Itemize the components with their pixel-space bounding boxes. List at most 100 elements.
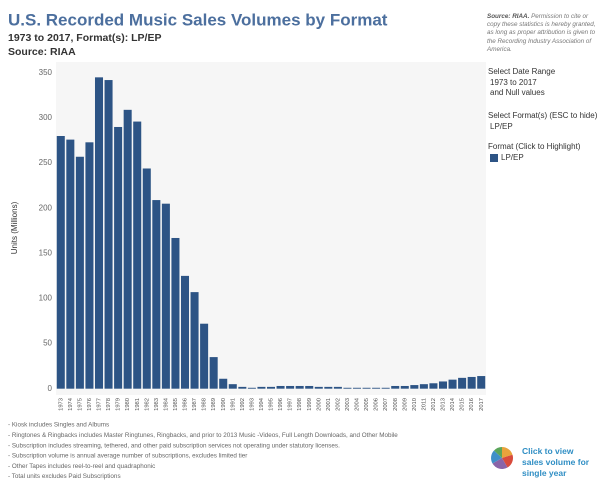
y-tick-label: 150 [39, 248, 53, 257]
x-tick-label: 1974 [68, 397, 74, 411]
x-tick-label: 2006 [374, 398, 380, 411]
single-year-link[interactable]: Click to view sales volume for single ye… [522, 446, 590, 478]
bar[interactable] [352, 387, 362, 389]
bar[interactable] [400, 385, 409, 389]
x-tick-label: 2000 [316, 398, 322, 411]
legend-title: Format (Click to Highlight) [488, 142, 581, 151]
bar[interactable] [209, 357, 218, 389]
x-tick-label: 2014 [450, 397, 456, 411]
x-tick-label: 1978 [106, 398, 112, 411]
bar[interactable] [458, 377, 467, 389]
format-filter-value[interactable]: LP/EP [490, 122, 513, 131]
x-tick-label: 2017 [479, 398, 485, 411]
bar[interactable] [362, 387, 371, 389]
bar[interactable] [171, 237, 180, 389]
x-tick-label: 1993 [249, 398, 255, 411]
bar[interactable] [438, 381, 448, 389]
x-tick-label: 1988 [202, 398, 208, 411]
x-tick-label: 1995 [269, 398, 275, 411]
legend-label[interactable]: LP/EP [501, 153, 524, 162]
bar[interactable] [477, 376, 486, 389]
bar[interactable] [228, 384, 237, 389]
bar[interactable] [467, 376, 476, 389]
bar[interactable] [333, 386, 342, 389]
x-tick-label: 2008 [393, 398, 399, 411]
x-tick-label: 1977 [97, 398, 103, 411]
y-tick-label: 250 [39, 158, 53, 167]
footnote: - Subscription volume is annual average … [8, 453, 247, 460]
bar[interactable] [152, 200, 161, 389]
bar[interactable] [324, 386, 333, 389]
bar[interactable] [180, 275, 190, 389]
bar[interactable] [305, 385, 314, 389]
bar[interactable] [410, 385, 419, 389]
x-tick-label: 1998 [297, 398, 303, 411]
bar[interactable] [200, 323, 209, 389]
bar[interactable] [372, 387, 381, 389]
bar[interactable] [286, 385, 295, 389]
bar[interactable] [142, 168, 151, 389]
bar[interactable] [343, 387, 352, 389]
bar[interactable] [123, 109, 132, 389]
bar[interactable] [266, 386, 276, 389]
x-tick-label: 1973 [58, 398, 64, 411]
bar[interactable] [276, 385, 285, 389]
footnote: - Kiosk includes Singles and Albums [8, 422, 109, 429]
x-tick-label: 1992 [240, 398, 246, 411]
bar[interactable] [238, 386, 247, 389]
y-tick-label: 50 [43, 339, 52, 348]
x-tick-label: 1976 [87, 398, 93, 411]
bar[interactable] [448, 379, 457, 389]
bar[interactable] [161, 203, 170, 389]
x-tick-label: 1980 [125, 398, 131, 411]
pie-icon[interactable] [491, 447, 513, 469]
chart-title: U.S. Recorded Music Sales Volumes by For… [8, 10, 388, 29]
y-tick-label: 300 [39, 113, 53, 122]
chart-subtitle: 1973 to 2017, Format(s): LP/EP [8, 32, 161, 44]
bar[interactable] [429, 383, 438, 389]
x-tick-label: 1999 [307, 398, 313, 411]
y-tick-label: 200 [39, 203, 53, 212]
source-note: Source: RIAA. Permission to cite or copy… [487, 13, 597, 54]
x-tick-label: 2007 [383, 398, 389, 411]
x-tick-label: 1975 [77, 398, 83, 411]
x-tick-label: 2016 [469, 398, 475, 411]
bar[interactable] [190, 292, 199, 389]
x-tick-label: 2009 [402, 398, 408, 411]
bar[interactable] [104, 80, 113, 389]
bar[interactable] [56, 136, 65, 389]
date-filter-null: and Null values [490, 88, 545, 97]
x-tick-label: 1996 [278, 398, 284, 411]
x-tick-label: 1983 [154, 398, 160, 411]
bar[interactable] [257, 386, 266, 389]
bar[interactable] [94, 77, 104, 389]
bar[interactable] [419, 384, 428, 389]
bar[interactable] [219, 378, 228, 389]
bar[interactable] [247, 387, 256, 389]
x-tick-label: 2002 [335, 398, 341, 411]
bar[interactable] [114, 126, 123, 389]
bar[interactable] [381, 387, 390, 389]
x-tick-label: 2003 [345, 398, 351, 411]
y-tick-label: 0 [48, 384, 53, 393]
bar[interactable] [66, 139, 75, 389]
x-tick-label: 2010 [412, 398, 418, 411]
bar[interactable] [314, 386, 323, 389]
format-filter-title: Select Format(s) (ESC to hide) [488, 111, 598, 120]
bar[interactable] [85, 142, 94, 389]
x-tick-label: 1979 [116, 398, 122, 411]
footnote: - Ringtones & Ringbacks includes Master … [8, 432, 398, 439]
bar[interactable] [295, 385, 304, 389]
x-tick-label: 2001 [326, 398, 332, 411]
bar[interactable] [133, 121, 142, 389]
date-filter-title: Select Date Range [488, 67, 556, 76]
bar[interactable] [391, 385, 400, 389]
date-filter-value[interactable]: 1973 to 2017 [490, 78, 537, 87]
legend-swatch[interactable] [490, 154, 498, 162]
x-tick-label: 1997 [288, 398, 294, 411]
bar[interactable] [75, 156, 84, 389]
chart-source: Source: RIAA [8, 46, 76, 58]
y-tick-label: 100 [39, 294, 53, 303]
footnote: - Total units excludes Paid Subscription… [8, 473, 121, 480]
